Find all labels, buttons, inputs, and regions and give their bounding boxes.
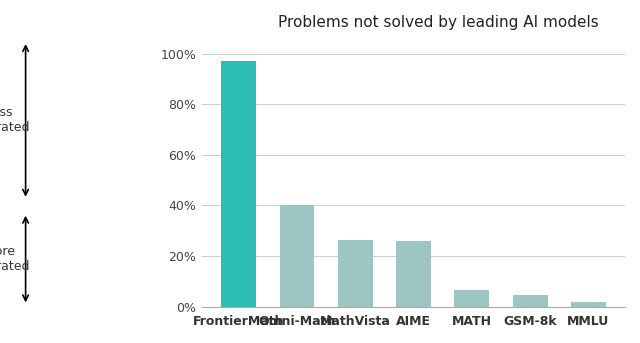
Bar — [338, 240, 372, 307]
Text: Problems not solved by leading AI models: Problems not solved by leading AI models — [278, 15, 599, 30]
Bar — [396, 241, 431, 307]
Bar — [221, 61, 256, 307]
Bar — [280, 205, 314, 307]
Text: Less
saturated: Less saturated — [0, 106, 30, 134]
Bar — [571, 301, 606, 307]
Bar — [513, 295, 547, 307]
Text: More
saturated: More saturated — [0, 245, 30, 273]
Bar — [454, 290, 489, 307]
